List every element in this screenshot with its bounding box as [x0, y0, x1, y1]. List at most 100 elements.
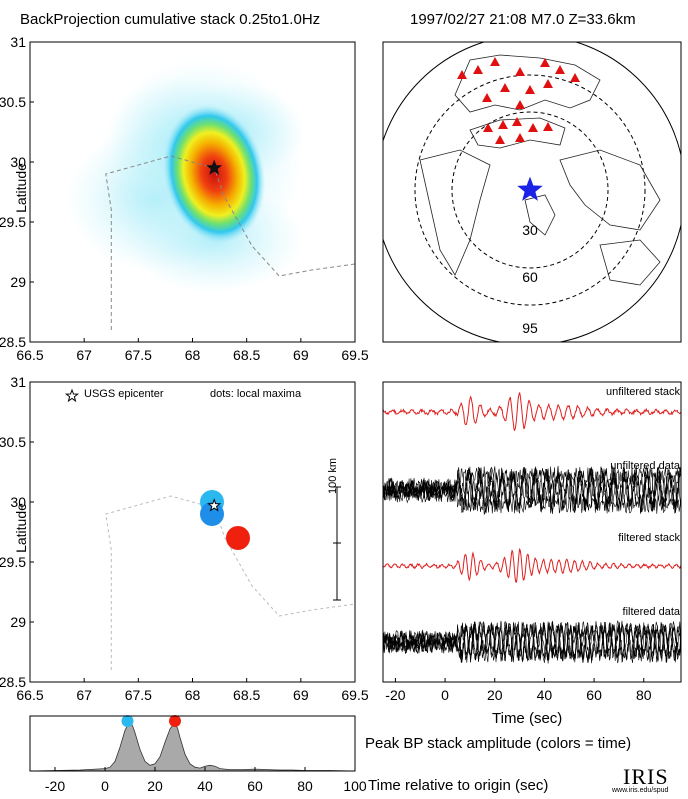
station-triangle [457, 70, 467, 79]
station-triangle [500, 83, 510, 92]
y-tick-label: 29 [10, 274, 26, 290]
fault-trace-line [105, 495, 355, 670]
station-triangle [528, 123, 538, 132]
trace-line [382, 547, 682, 583]
x-tick-label: 69 [293, 347, 309, 363]
ring-label-60: 60 [522, 269, 538, 285]
station-triangle [495, 135, 505, 144]
x-tick-label: 68.5 [233, 687, 260, 703]
x-tick-label: 0 [101, 778, 109, 794]
x-tick-label: 60 [247, 778, 263, 794]
x-tick-label: 69.5 [341, 347, 368, 363]
left-title: BackProjection cumulative stack 0.25to1.… [20, 11, 321, 28]
epicenter-star-maxima [207, 498, 222, 512]
station-triangle [490, 57, 500, 66]
x-tick-label: 100 [343, 778, 367, 794]
x-tick-label: -20 [385, 687, 405, 703]
x-tick-label: 68 [185, 347, 201, 363]
y-tick-label: 31 [10, 374, 26, 390]
station-triangle [515, 133, 525, 142]
y-tick-label: 28.5 [0, 334, 26, 350]
ring-60 [414, 74, 646, 306]
y-tick-label: 29.5 [0, 554, 26, 570]
peak-xlabel: Time relative to origin (sec) [368, 777, 549, 794]
x-tick-label: -20 [45, 778, 65, 794]
x-tick-label: 69.5 [341, 687, 368, 703]
station-triangle [515, 100, 525, 109]
station-triangle [515, 67, 525, 76]
stack-peak-ellipse [163, 104, 266, 244]
x-tick-label: 67 [76, 687, 92, 703]
peak-frame [29, 715, 356, 772]
iris-logo-url: www.iris.edu/spud [612, 787, 669, 794]
station-triangle [570, 73, 580, 82]
ring-30 [451, 111, 609, 269]
station-triangle [555, 65, 565, 74]
legend-dots-label: dots: local maxima [210, 388, 302, 400]
trace-line [382, 620, 682, 663]
continent-outline [419, 149, 491, 276]
peak-time-dot [169, 715, 181, 727]
maxima-map-frame [29, 381, 356, 683]
continent-outline [469, 117, 566, 149]
x-tick-label: 67 [76, 347, 92, 363]
x-tick-label: 67.5 [125, 687, 152, 703]
continent-outline [524, 194, 556, 236]
peak-amplitude-area [29, 722, 356, 772]
y-tick-label: 30 [10, 494, 26, 510]
trace-line [382, 467, 682, 514]
trace-label-unfiltered-data: unfiltered data [610, 460, 680, 472]
station-triangle [498, 120, 508, 129]
trace-line [382, 392, 682, 432]
legend-epicenter-label: USGS epicenter [84, 388, 164, 400]
ring-label-30: 30 [522, 222, 538, 238]
continent-outline [599, 239, 661, 286]
x-tick-label: 68.5 [233, 347, 260, 363]
right-title: 1997/02/27 21:08 M7.0 Z=33.6km [410, 11, 636, 28]
y-tick-label: 29 [10, 614, 26, 630]
legend-star-icon [64, 388, 80, 403]
x-tick-label: 66.5 [16, 687, 43, 703]
traces-xlabel: Time (sec) [492, 710, 563, 727]
station-triangle [473, 65, 483, 74]
x-tick-label: 20 [487, 687, 503, 703]
y-tick-label: 28.5 [0, 674, 26, 690]
y-tick-label: 29.5 [0, 214, 26, 230]
y-tick-label: 31 [10, 34, 26, 50]
station-triangle [483, 123, 493, 132]
peak-title: Peak BP stack amplitude (colors = time) [365, 735, 632, 752]
station-triangle [525, 85, 535, 94]
trace-label-unfiltered-stack: unfiltered stack [606, 386, 680, 398]
x-tick-label: 80 [636, 687, 652, 703]
continent-outline [559, 149, 661, 231]
x-tick-label: 60 [586, 687, 602, 703]
x-tick-label: 69 [293, 687, 309, 703]
station-map-frame [382, 41, 682, 343]
local-maximum-dot [200, 502, 224, 526]
x-tick-label: 0 [441, 687, 449, 703]
x-tick-label: 20 [147, 778, 163, 794]
ring-label-95: 95 [522, 320, 538, 336]
iris-logo: IRIS [623, 764, 669, 789]
traces-frame [382, 381, 682, 683]
x-tick-label: 80 [297, 778, 313, 794]
station-triangle [543, 79, 553, 88]
x-tick-label: 40 [197, 778, 213, 794]
trace-line [382, 466, 682, 513]
epicenter-star-globe [517, 176, 543, 201]
station-triangle [540, 58, 550, 67]
station-triangle [482, 93, 492, 102]
y-tick-label: 30.5 [0, 434, 26, 450]
y-tick-label: 30 [10, 154, 26, 170]
x-tick-label: 68 [185, 687, 201, 703]
epicenter-star [206, 159, 223, 175]
trace-line [382, 621, 682, 664]
station-triangle [543, 122, 553, 131]
trace-line [382, 620, 682, 664]
y-tick-label: 30.5 [0, 94, 26, 110]
local-maximum-dot [226, 526, 250, 550]
x-tick-label: 67.5 [125, 347, 152, 363]
station-triangle [512, 117, 522, 126]
trace-label-filtered-stack: filtered stack [618, 532, 680, 544]
